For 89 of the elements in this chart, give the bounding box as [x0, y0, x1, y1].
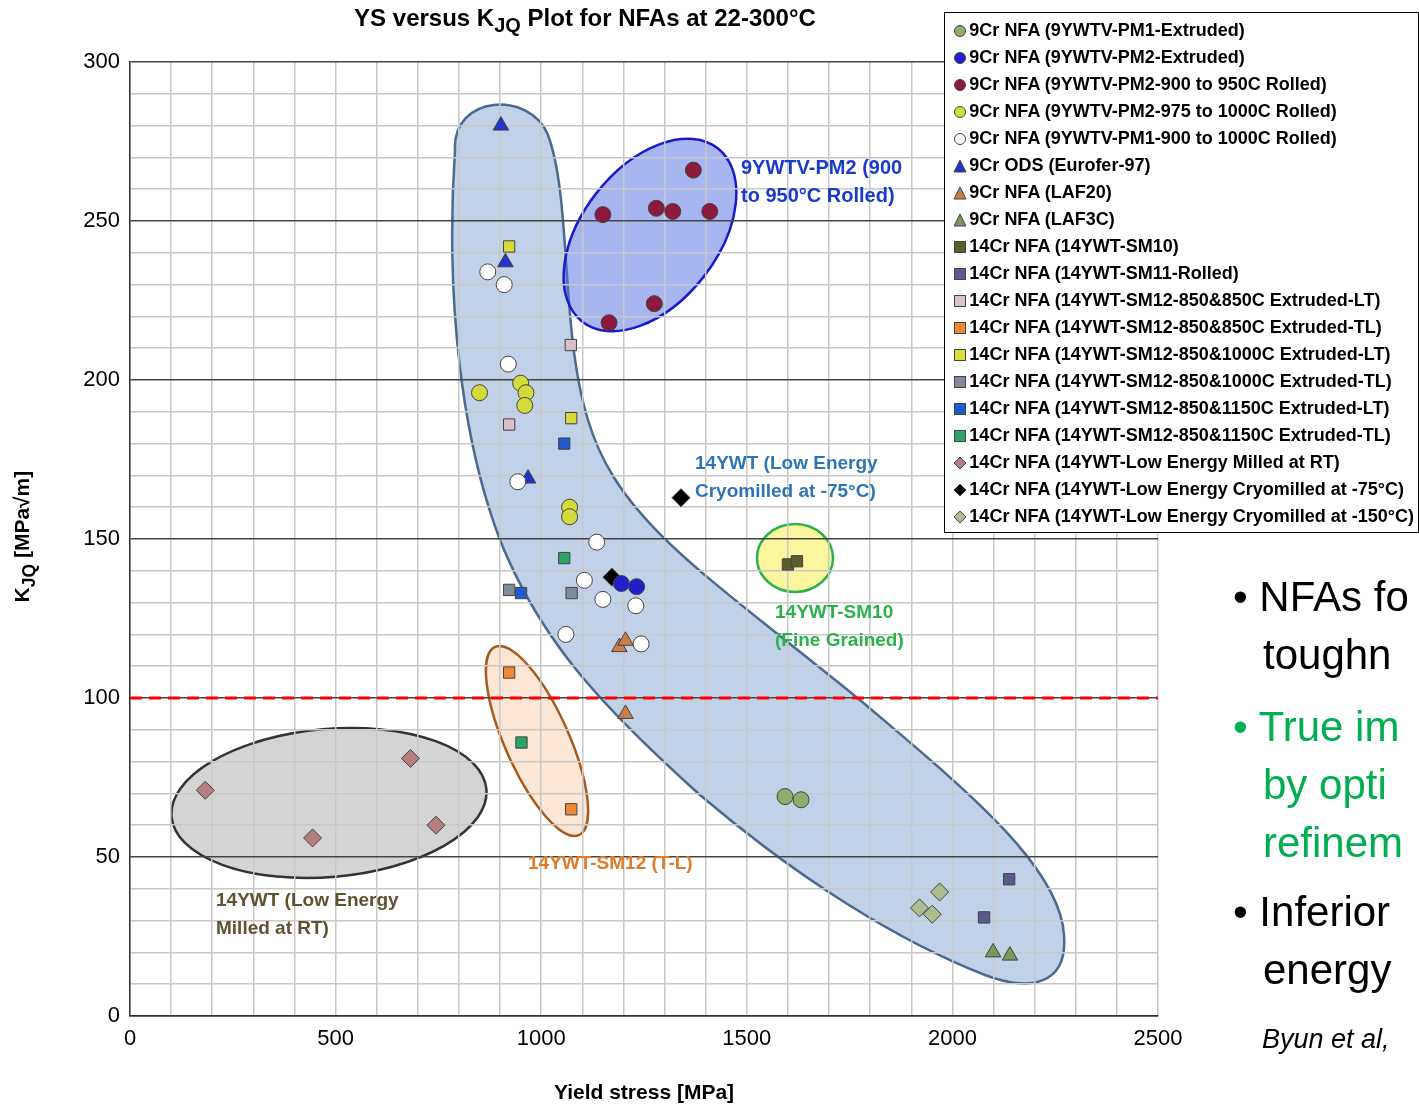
legend-label: 14Cr NFA (14YWT-SM10) — [969, 235, 1179, 258]
annotation: 9YWTV-PM2 (900 to 950°C Rolled) — [741, 155, 903, 208]
legend-label: 14Cr NFA (14YWT-SM12-850&1150C Extruded-TL) — [969, 424, 1391, 447]
point — [516, 396, 534, 414]
point — [632, 635, 650, 653]
legend-label: 14Cr NFA (14YWT-SM12-850&1150C Extruded-LT) — [969, 397, 1390, 420]
point — [647, 199, 665, 217]
y-tick-label: 100 — [83, 684, 120, 710]
point — [671, 488, 691, 508]
point — [792, 791, 810, 809]
legend-label: 9Cr NFA (9YWTV-PM2-900 to 950C Rolled) — [969, 73, 1327, 96]
x-axis-title: Yield stress [MPa] — [552, 1080, 736, 1104]
legend-label: 9Cr NFA (9YWTV-PM2-975 to 1000C Rolled) — [969, 100, 1337, 123]
y-tick-label: 300 — [83, 48, 120, 74]
point — [575, 571, 593, 589]
point — [594, 590, 612, 608]
point — [558, 551, 571, 565]
y-tick-label: 0 — [107, 1002, 120, 1028]
point — [628, 578, 646, 596]
point — [471, 384, 489, 402]
point — [479, 263, 497, 281]
legend-label: 9Cr NFA (LAF3C) — [969, 208, 1115, 231]
point — [684, 161, 702, 179]
point — [557, 625, 575, 643]
legend-label: 14Cr NFA (14YWT-Low Energy Milled at RT) — [969, 451, 1340, 474]
point — [1002, 873, 1016, 886]
legend-label: 14Cr NFA (14YWT-SM12-850&1000C Extruded-TL) — [969, 370, 1392, 393]
point — [514, 586, 528, 600]
point — [509, 473, 527, 491]
point — [776, 788, 794, 806]
legend-label: 14Cr NFA (14YWT-SM12-850&850C Extruded-TL) — [969, 316, 1382, 339]
legend-label: 14Cr NFA (14YWT-Low Energy Cryomilled at -150°C) — [969, 505, 1414, 528]
legend-label: 9Cr NFA (LAF20) — [969, 181, 1112, 204]
point — [565, 803, 578, 816]
point — [195, 780, 215, 800]
point — [790, 555, 804, 568]
point — [426, 815, 446, 835]
annotation: 14YWT-SM12 (T-L) — [528, 851, 693, 875]
point — [502, 583, 516, 597]
legend-label: 14Cr NFA (14YWT-SM12-850&850C Extruded-LT) — [969, 289, 1381, 312]
point — [612, 575, 630, 593]
y-tick-label: 150 — [83, 525, 120, 551]
point — [588, 533, 606, 551]
text: • NFAs fo toughn — [1233, 572, 1409, 680]
point — [502, 240, 516, 253]
x-tick-label: 2500 — [1133, 1025, 1183, 1051]
point — [922, 904, 942, 924]
legend-label: 9Cr ODS (Eurofer-97) — [969, 154, 1151, 177]
point — [495, 276, 513, 294]
point — [594, 206, 612, 224]
y-tick-label: 250 — [83, 207, 120, 233]
point — [561, 508, 579, 526]
x-tick-label: 2000 — [927, 1025, 977, 1051]
point — [600, 314, 618, 332]
y-tick-label: 50 — [95, 843, 120, 869]
point — [565, 412, 578, 425]
point — [558, 437, 571, 450]
text: Byun et al, — [1262, 1023, 1390, 1056]
legend-label: 14Cr NFA (14YWT-SM11-Rolled) — [969, 262, 1239, 285]
point — [564, 338, 577, 352]
point — [400, 748, 420, 768]
point — [930, 882, 950, 902]
point — [502, 418, 516, 431]
legend-label: 9Cr NFA (9YWTV-PM2-Extruded) — [969, 46, 1245, 69]
point — [910, 898, 929, 918]
x-tick-label: 0 — [123, 1025, 137, 1051]
text: • Inferior energy — [1233, 887, 1392, 995]
x-tick-label: 1000 — [516, 1025, 566, 1051]
legend-label: 9Cr NFA (9YWTV-PM1-900 to 1000C Rolled) — [969, 127, 1337, 150]
point — [664, 202, 682, 220]
point — [565, 586, 578, 600]
point — [701, 202, 719, 220]
x-tick-label: 1500 — [722, 1025, 772, 1051]
annotation: 14YWT (Low Energy Milled at RT) — [216, 888, 399, 940]
point — [627, 597, 645, 615]
y-tick-label: 200 — [83, 366, 120, 392]
annotation: 14YWT (Low Energy Cryomilled at -75°C) — [695, 451, 878, 503]
point — [515, 736, 528, 749]
legend-label: 14Cr NFA (14YWT-SM12-850&1000C Extruded-LT) — [969, 343, 1391, 366]
chart-title: YS versus K$_{JQ}$ Plot for NFAs at 22-300°C — [354, 4, 816, 36]
point — [499, 355, 517, 373]
point — [303, 828, 323, 848]
text: • True im by opti refinem — [1233, 702, 1404, 868]
point — [502, 666, 516, 679]
point — [977, 911, 991, 924]
x-tick-label: 500 — [317, 1025, 354, 1051]
legend-label: 9Cr NFA (9YWTV-PM1-Extruded) — [969, 19, 1245, 42]
legend-label: 14Cr NFA (14YWT-Low Energy Cryomilled at -75°C) — [969, 478, 1404, 501]
point — [645, 295, 663, 313]
